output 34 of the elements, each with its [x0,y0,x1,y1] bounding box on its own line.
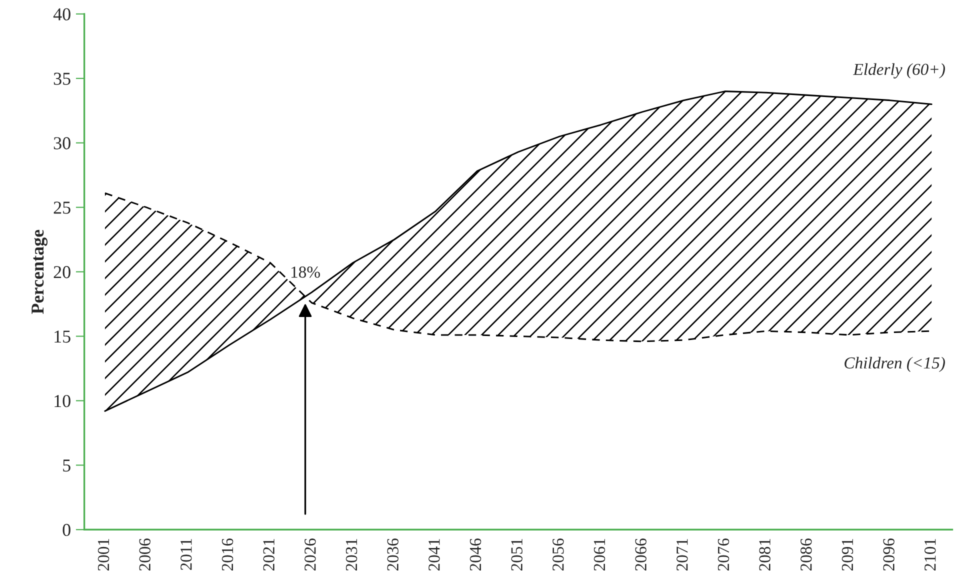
x-tick-label: 2001 [98,538,110,571]
y-tick-label: 40 [53,8,70,20]
x-tick-label: 2011 [180,538,192,570]
series-label: Children (<15) [844,356,945,372]
y-tick-label: 25 [54,202,70,214]
x-tick-label: 2101 [924,538,936,571]
x-tick-label: 2066 [635,538,646,571]
x-tick-label: 2061 [594,538,606,571]
y-tick-label: 5 [63,460,70,472]
y-tick-label: 0 [62,524,70,536]
x-tick-label: 2026 [304,538,316,571]
x-tick-label: 2056 [552,538,564,571]
annotation: 18% [291,266,320,278]
x-tick-label: 2021 [263,538,274,571]
x-tick-label: 2071 [676,538,688,571]
x-tick-label: 2076 [718,538,730,571]
x-tick-label: 2041 [428,538,440,571]
x-tick-label: 2036 [387,538,398,571]
y-tick-label: 35 [54,72,70,85]
y-tick-label: 15 [54,330,70,343]
y-tick-label: 10 [54,394,70,408]
x-tick-label: 2081 [759,538,770,571]
x-tick-label: 2051 [511,538,522,571]
y-axis-title: Percentage [32,230,48,314]
x-tick-label: 2016 [222,538,234,571]
x-tick-label: 2031 [346,538,358,571]
x-tick-label: 2006 [139,538,150,571]
x-tick-label: 2096 [883,538,894,571]
x-tick-label: 2091 [842,538,854,571]
x-tick-label: 2086 [800,538,812,571]
y-tick-label: 30 [54,137,70,150]
y-tick-label: 20 [54,266,70,278]
x-tick-label: 2046 [470,538,482,571]
series-label: Elderly (60+) [853,63,945,78]
